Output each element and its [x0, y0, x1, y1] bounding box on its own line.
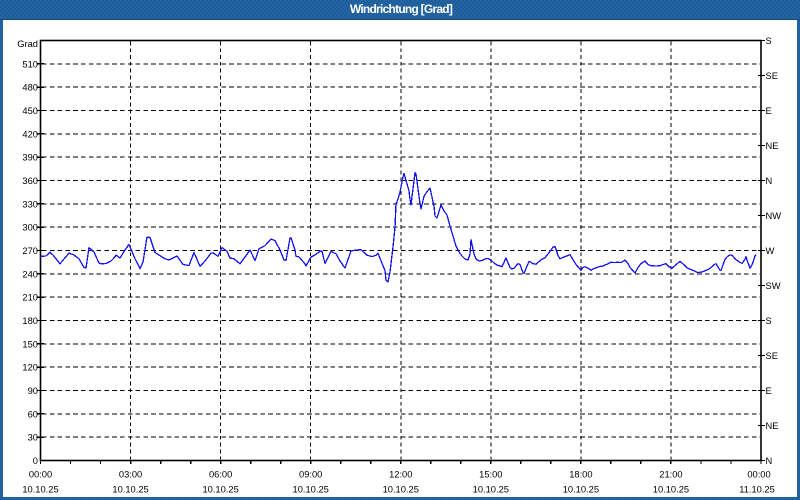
- svg-text:11.10.25: 11.10.25: [739, 485, 775, 495]
- svg-text:30: 30: [28, 433, 38, 443]
- svg-text:NW: NW: [766, 211, 782, 221]
- svg-text:180: 180: [22, 316, 38, 326]
- svg-text:NE: NE: [766, 141, 779, 151]
- svg-text:18:00: 18:00: [569, 470, 592, 480]
- svg-text:21:00: 21:00: [659, 470, 682, 480]
- svg-text:210: 210: [22, 293, 38, 303]
- svg-text:E: E: [766, 386, 772, 396]
- svg-text:420: 420: [22, 129, 38, 139]
- svg-text:06:00: 06:00: [209, 470, 232, 480]
- svg-text:10.10.25: 10.10.25: [293, 485, 329, 495]
- svg-text:N: N: [766, 176, 773, 186]
- svg-text:00:00: 00:00: [747, 470, 770, 480]
- svg-text:0: 0: [33, 456, 38, 466]
- svg-text:10.10.25: 10.10.25: [22, 485, 58, 495]
- svg-text:00:00: 00:00: [29, 470, 52, 480]
- svg-text:480: 480: [22, 83, 38, 93]
- svg-text:SW: SW: [766, 281, 781, 291]
- svg-text:10.10.25: 10.10.25: [473, 485, 509, 495]
- svg-text:10.10.25: 10.10.25: [383, 485, 419, 495]
- svg-text:S: S: [766, 36, 772, 46]
- svg-text:S: S: [766, 316, 772, 326]
- svg-text:150: 150: [22, 339, 38, 349]
- svg-text:N: N: [766, 456, 773, 466]
- svg-text:09:00: 09:00: [299, 470, 322, 480]
- svg-text:SE: SE: [766, 351, 778, 361]
- svg-text:60: 60: [28, 409, 38, 419]
- svg-text:NE: NE: [766, 421, 779, 431]
- svg-text:E: E: [766, 106, 772, 116]
- svg-text:240: 240: [22, 269, 38, 279]
- svg-text:390: 390: [22, 153, 38, 163]
- svg-text:360: 360: [22, 176, 38, 186]
- svg-text:120: 120: [22, 363, 38, 373]
- svg-text:SE: SE: [766, 71, 778, 81]
- svg-text:300: 300: [22, 223, 38, 233]
- svg-text:10.10.25: 10.10.25: [112, 485, 148, 495]
- svg-text:10.10.25: 10.10.25: [563, 485, 599, 495]
- svg-text:Grad: Grad: [17, 39, 38, 49]
- svg-text:10.10.25: 10.10.25: [653, 485, 689, 495]
- svg-text:90: 90: [28, 386, 38, 396]
- svg-text:Windrichtung [Grad]: Windrichtung [Grad]: [350, 2, 453, 16]
- svg-text:15:00: 15:00: [479, 470, 502, 480]
- svg-text:450: 450: [22, 106, 38, 116]
- svg-text:270: 270: [22, 246, 38, 256]
- svg-text:10.10.25: 10.10.25: [202, 485, 238, 495]
- svg-text:12:00: 12:00: [389, 470, 412, 480]
- svg-text:510: 510: [22, 59, 38, 69]
- svg-text:330: 330: [22, 199, 38, 209]
- svg-text:W: W: [766, 246, 775, 256]
- svg-text:03:00: 03:00: [119, 470, 142, 480]
